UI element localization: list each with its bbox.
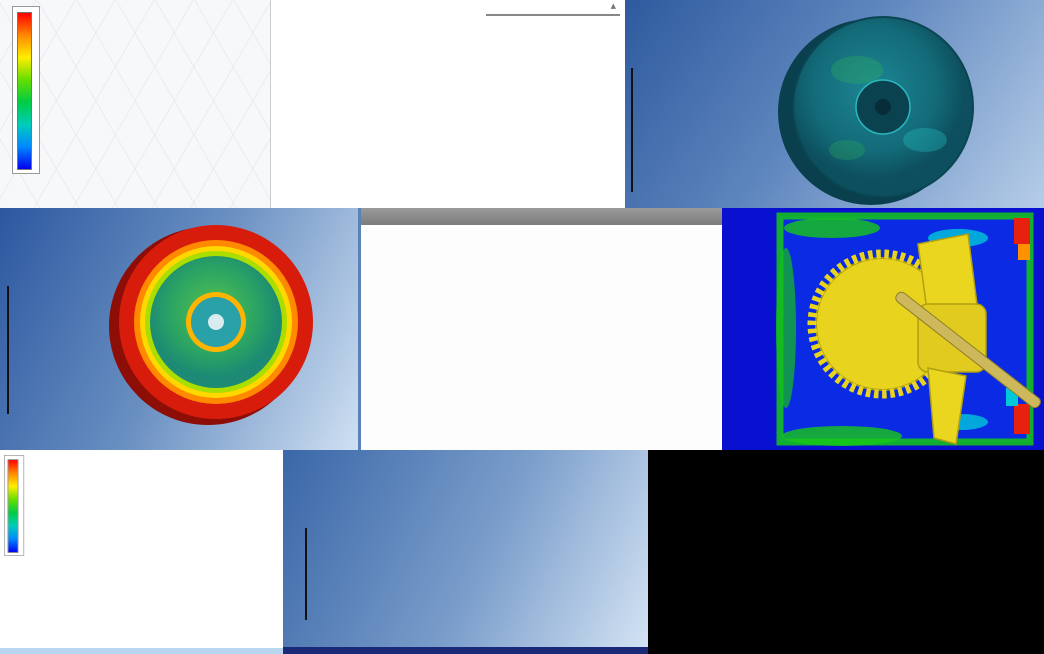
legend-colorbar: [305, 528, 307, 620]
bottom-strip: [0, 648, 283, 654]
panel-harmonic-2000hz: [0, 208, 358, 450]
deformed-wheel-render: [778, 16, 974, 205]
velocity-legend: [727, 212, 730, 416]
legend-colorbar: [7, 459, 19, 553]
maxwell-legend: [4, 455, 25, 556]
phase-chart: [387, 370, 717, 426]
deformation-legend: [631, 68, 637, 192]
cfd-field-render: [776, 212, 1041, 446]
curve-info-table: [486, 14, 620, 16]
window-titlebar[interactable]: [361, 208, 725, 225]
bottom-strip: [283, 647, 648, 654]
acoustic-disk-render: [283, 450, 648, 654]
panel-harmonic-10000hz: [625, 0, 1044, 208]
stator-torus-render: [0, 0, 270, 208]
panel-pathlines: [648, 450, 1044, 654]
pressure-legend: [305, 528, 311, 620]
legend-colorbar: [17, 12, 32, 170]
panel-maxwell-rotor: [0, 450, 283, 654]
legend-colorbar: [631, 68, 633, 192]
legend-colorbar: [7, 286, 9, 414]
maximize-triangle-icon[interactable]: ▲: [610, 2, 616, 10]
panel-current-plot: ▲: [270, 0, 626, 208]
red-rim-wheel-render: [109, 225, 313, 425]
amplitude-chart: [387, 230, 717, 360]
plot-window-header: ▲: [605, 2, 616, 10]
current-waveform-chart: [285, 10, 615, 202]
panel-cfd-velocity: [722, 208, 1044, 450]
deformation-legend: [7, 286, 13, 414]
panel-acoustic-pressure: [283, 450, 648, 654]
streamlines-render: [648, 450, 1044, 654]
maxwell-legend: [12, 6, 40, 174]
panel-frequency-response: [358, 208, 725, 450]
rotor-field-render: [0, 450, 283, 654]
panel-maxwell-stator: [0, 0, 270, 208]
